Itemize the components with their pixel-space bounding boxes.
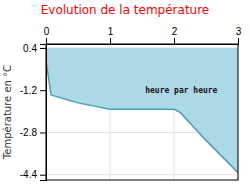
- tick-mark: [40, 48, 46, 49]
- tick-mark: [40, 90, 46, 91]
- tick: 0.4: [23, 43, 46, 54]
- tick-label: 1: [108, 26, 114, 37]
- tick-mark: [46, 38, 47, 44]
- title: Evolution de la température: [41, 3, 210, 17]
- tick-mark: [40, 175, 46, 176]
- grid-line-y: [46, 174, 238, 175]
- tick-label: -4.4: [20, 169, 38, 180]
- tick-mark: [110, 38, 111, 44]
- plot-frame: [46, 44, 238, 180]
- axis-domain: [47, 38, 239, 45]
- tick-label: 2: [172, 26, 178, 37]
- tick: 2: [172, 26, 178, 44]
- tick: -4.4: [20, 169, 46, 180]
- tick-mark: [40, 132, 46, 133]
- tick: -1.2: [20, 85, 46, 96]
- y-axis: 0.4 -1.2 -2.8 -4.4: [20, 43, 47, 181]
- axis-domain: [40, 45, 47, 181]
- tick-label: -1.2: [20, 85, 38, 96]
- y-axis-title: Température en °C: [2, 65, 13, 160]
- tick-label: 3: [236, 26, 242, 37]
- grid: [46, 44, 238, 180]
- annotation: heure par heure: [145, 86, 217, 95]
- tick-label: 0.4: [23, 43, 37, 54]
- tick-label: 0: [44, 26, 50, 37]
- line: [46, 61, 238, 172]
- tick-mark: [238, 38, 239, 44]
- tick: -2.8: [20, 127, 46, 138]
- area-fill: [46, 48, 238, 173]
- tick: 1: [108, 26, 114, 44]
- chart: 0 1 2 3 0.4 -1.2 -2.8 -4.4 heure par heure Evolut…: [0, 0, 250, 188]
- tick: 0: [44, 26, 50, 44]
- x-axis: 0 1 2 3: [44, 26, 242, 45]
- tick: 3: [236, 26, 242, 44]
- marks: [46, 48, 238, 173]
- tick-label: -2.8: [20, 127, 38, 138]
- tick-mark: [174, 38, 175, 44]
- plot-area: 0 1 2 3 0.4 -1.2 -2.8 -4.4 heure par heure: [20, 26, 242, 181]
